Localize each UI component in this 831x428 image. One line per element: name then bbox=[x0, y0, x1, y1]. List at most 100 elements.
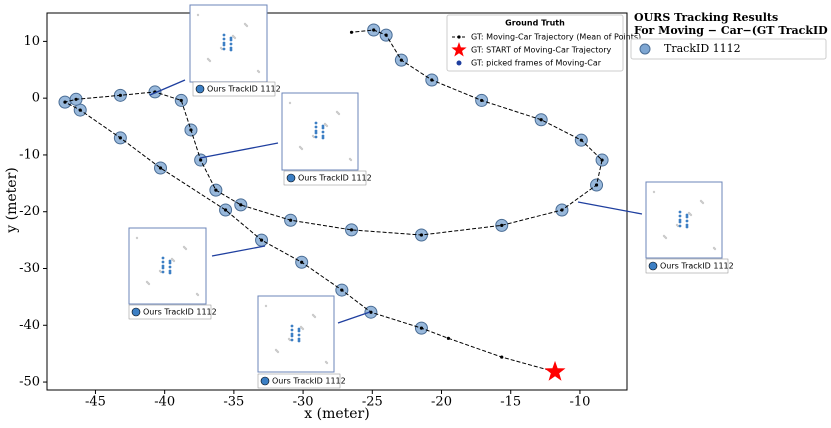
x-tick-label: -40 bbox=[154, 395, 175, 410]
gt-point bbox=[579, 138, 583, 142]
inset-bg-point bbox=[311, 134, 315, 138]
inset-bg-point bbox=[256, 69, 260, 73]
inset-bg-point bbox=[335, 110, 339, 114]
gt-point bbox=[539, 118, 543, 122]
gt-point bbox=[500, 223, 504, 227]
gt-point bbox=[118, 136, 122, 140]
inset-obj-point bbox=[222, 37, 226, 41]
inset-obj-point bbox=[229, 42, 233, 46]
inset-bg-point bbox=[170, 257, 174, 261]
gt-point bbox=[349, 228, 354, 232]
y-tick-label: -40 bbox=[19, 318, 40, 333]
inset-pointer bbox=[577, 201, 643, 215]
inset-obj-point bbox=[321, 126, 325, 130]
y-axis-label: y (meter) bbox=[4, 167, 20, 233]
legend-picked bbox=[456, 60, 462, 66]
gt-point bbox=[118, 93, 122, 97]
inset-bg-point bbox=[288, 101, 292, 105]
inset-bg-point bbox=[652, 190, 656, 194]
inset-label: Ours TrackID 1112 bbox=[298, 174, 372, 183]
legend-title: Ground Truth bbox=[505, 19, 565, 28]
x-tick-label: -20 bbox=[431, 395, 452, 410]
y-tick-label: -50 bbox=[19, 375, 40, 390]
x-axis-label: x (meter) bbox=[304, 406, 369, 422]
inset-obj-point bbox=[297, 333, 301, 337]
tracking-legend-title: OURS Tracking Results bbox=[634, 11, 778, 24]
inset-label: Ours TrackID 1112 bbox=[207, 85, 281, 94]
inset-bg-point bbox=[712, 246, 716, 250]
inset-label-icon bbox=[195, 84, 205, 94]
gt-point bbox=[500, 355, 504, 359]
gt-point bbox=[214, 188, 218, 192]
inset-bg-point bbox=[699, 199, 703, 203]
inset-frame bbox=[189, 4, 268, 83]
inset-obj-point bbox=[678, 214, 682, 218]
gt-point bbox=[369, 310, 373, 314]
inset-bg-point bbox=[195, 292, 199, 296]
inset-bg-point bbox=[145, 280, 149, 284]
inset-bg-point bbox=[298, 145, 302, 149]
x-tick-label: -15 bbox=[500, 395, 521, 410]
inset-label-box bbox=[192, 81, 276, 97]
y-tick-label: -10 bbox=[19, 147, 40, 162]
gt-point bbox=[384, 33, 388, 37]
tracking-legend-icon bbox=[639, 43, 651, 55]
inset-obj-point bbox=[229, 48, 233, 52]
inset-label: Ours TrackID 1112 bbox=[272, 377, 346, 386]
inset-bg-point bbox=[311, 313, 315, 317]
legend-entry: GT: START of Moving-Car Trajectory bbox=[471, 46, 612, 55]
gt-point bbox=[349, 30, 354, 34]
inset-obj-point bbox=[678, 224, 682, 228]
gt-point bbox=[594, 183, 599, 187]
inset-obj-point bbox=[678, 210, 682, 214]
gt-point bbox=[74, 97, 78, 101]
gt-point bbox=[158, 166, 163, 170]
inset-label-box bbox=[257, 373, 341, 389]
gt-point bbox=[480, 98, 484, 103]
inset-pointer bbox=[149, 79, 186, 96]
gt-point bbox=[223, 208, 228, 212]
inset-obj-point bbox=[290, 332, 294, 336]
gt-point bbox=[199, 158, 203, 162]
inset-obj-point bbox=[314, 129, 318, 133]
inset-obj-point bbox=[685, 225, 689, 229]
inset-obj-point bbox=[678, 218, 682, 222]
inset-bg-point bbox=[299, 325, 303, 329]
inset-frame bbox=[645, 181, 723, 259]
gt-point bbox=[63, 100, 67, 104]
inset-obj-point bbox=[161, 270, 165, 274]
gt-point bbox=[289, 218, 293, 222]
x-tick-label: -35 bbox=[223, 395, 244, 410]
gt-point bbox=[300, 260, 304, 264]
inset-bg-point bbox=[662, 234, 666, 238]
gt-point bbox=[399, 58, 403, 62]
inset-obj-point bbox=[168, 261, 172, 265]
gt-point bbox=[446, 336, 451, 340]
inset-obj-point bbox=[168, 271, 172, 275]
inset-label: Ours TrackID 1112 bbox=[660, 262, 734, 271]
inset-obj-point bbox=[297, 327, 301, 331]
inset-obj-point bbox=[222, 41, 226, 45]
inset-pointer bbox=[211, 245, 266, 257]
plot-frame bbox=[46, 12, 628, 391]
inset-obj-point bbox=[321, 124, 325, 128]
inset-label-icon bbox=[260, 376, 270, 386]
y-tick-label: 0 bbox=[32, 91, 40, 106]
inset-obj-point bbox=[161, 264, 165, 268]
y-tick-label: -20 bbox=[19, 204, 40, 219]
inset-bg-point bbox=[135, 236, 139, 240]
inset-obj-point bbox=[321, 130, 325, 134]
inset-obj-point bbox=[290, 328, 294, 332]
legend-box bbox=[446, 14, 624, 72]
inset-frame bbox=[281, 92, 359, 171]
inset-obj-point bbox=[314, 121, 318, 125]
inset-bg-point bbox=[264, 304, 268, 308]
inset-obj-point bbox=[297, 329, 301, 333]
inset-obj-point bbox=[161, 266, 165, 270]
inset-label-icon bbox=[286, 173, 296, 183]
inset-obj-point bbox=[290, 324, 294, 328]
inset-obj-point bbox=[222, 33, 226, 37]
gt-point bbox=[259, 238, 264, 242]
inset-label-icon bbox=[648, 261, 658, 271]
